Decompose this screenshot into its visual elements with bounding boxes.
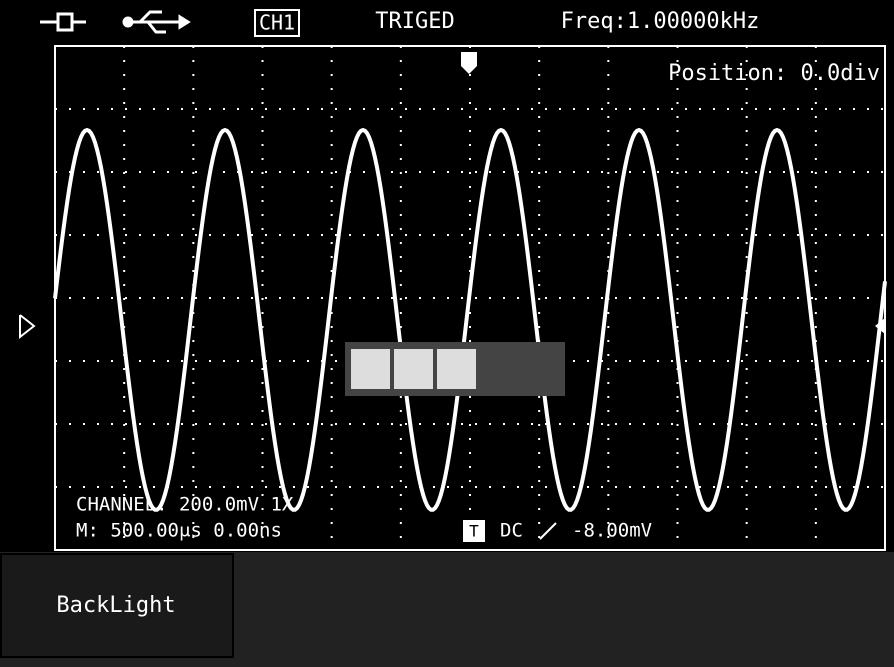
- position: Position: 0.0div: [668, 61, 880, 86]
- trigger-position-marker: [461, 52, 477, 74]
- level-segment: [437, 349, 476, 389]
- level-segment: [394, 349, 433, 389]
- trigger-state: TRIGED: [375, 9, 454, 34]
- frequency: Freq:1.00000kHz: [561, 9, 760, 34]
- timebase: M: 500.00μs 0.00ns: [76, 520, 282, 542]
- trigger-badge: T: [469, 522, 479, 541]
- oscilloscope-screen: CH1 TRIGED Freq:1.00000kHz Position: 0.0…: [0, 0, 894, 667]
- trigger-coupling: DC: [500, 520, 523, 542]
- display: CH1 TRIGED Freq:1.00000kHz Position: 0.0…: [0, 0, 894, 667]
- trigger-level: -8.00mV: [572, 520, 652, 542]
- channel: CH1: [259, 11, 295, 35]
- menu-button-label[interactable]: BackLight: [56, 593, 175, 618]
- channel-info: CHANNEL: 200.0mV 1X: [76, 494, 294, 516]
- channel-marker: [20, 315, 34, 337]
- level-segment: [351, 349, 390, 389]
- trigger-slope: [540, 523, 556, 539]
